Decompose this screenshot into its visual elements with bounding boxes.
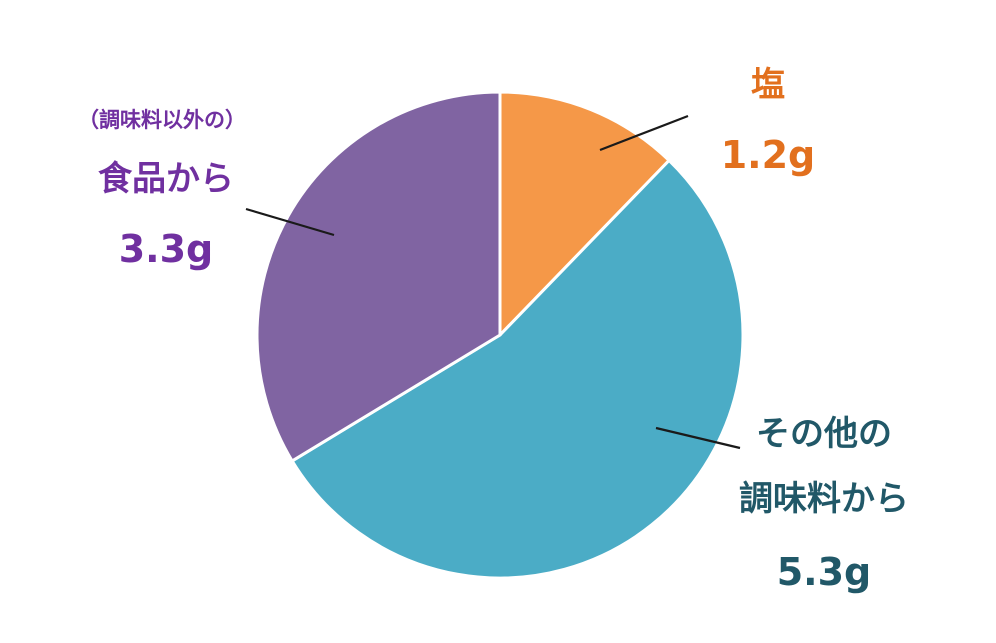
- pie-slices: [255, 90, 745, 580]
- leader-lines: [245, 114, 741, 450]
- label-other: その他の 調味料から 5.3g: [739, 414, 909, 594]
- other-label-line1: その他の: [756, 414, 892, 454]
- leader-line-salt: [599, 114, 689, 152]
- other-label-line2: 調味料から: [739, 479, 909, 519]
- salt-label-name: 塩: [751, 65, 785, 105]
- food-value-label: 3.3g: [119, 227, 214, 271]
- leader-line-food: [245, 207, 335, 237]
- other-value-label: 5.3g: [777, 550, 872, 594]
- pie-slice-salt: [498, 90, 672, 339]
- leader-line-other: [655, 426, 741, 450]
- label-food: （調味料以外の） 食品から 3.3g: [78, 108, 246, 271]
- food-label-name: 食品から: [98, 159, 234, 199]
- salt-value-label: 1.2g: [721, 133, 816, 177]
- pie-slice-other-seasonings: [290, 158, 745, 580]
- pie-slice-food: [255, 90, 502, 464]
- label-salt: 塩 1.2g: [721, 65, 816, 177]
- food-label-qualifier: （調味料以外の）: [78, 108, 246, 132]
